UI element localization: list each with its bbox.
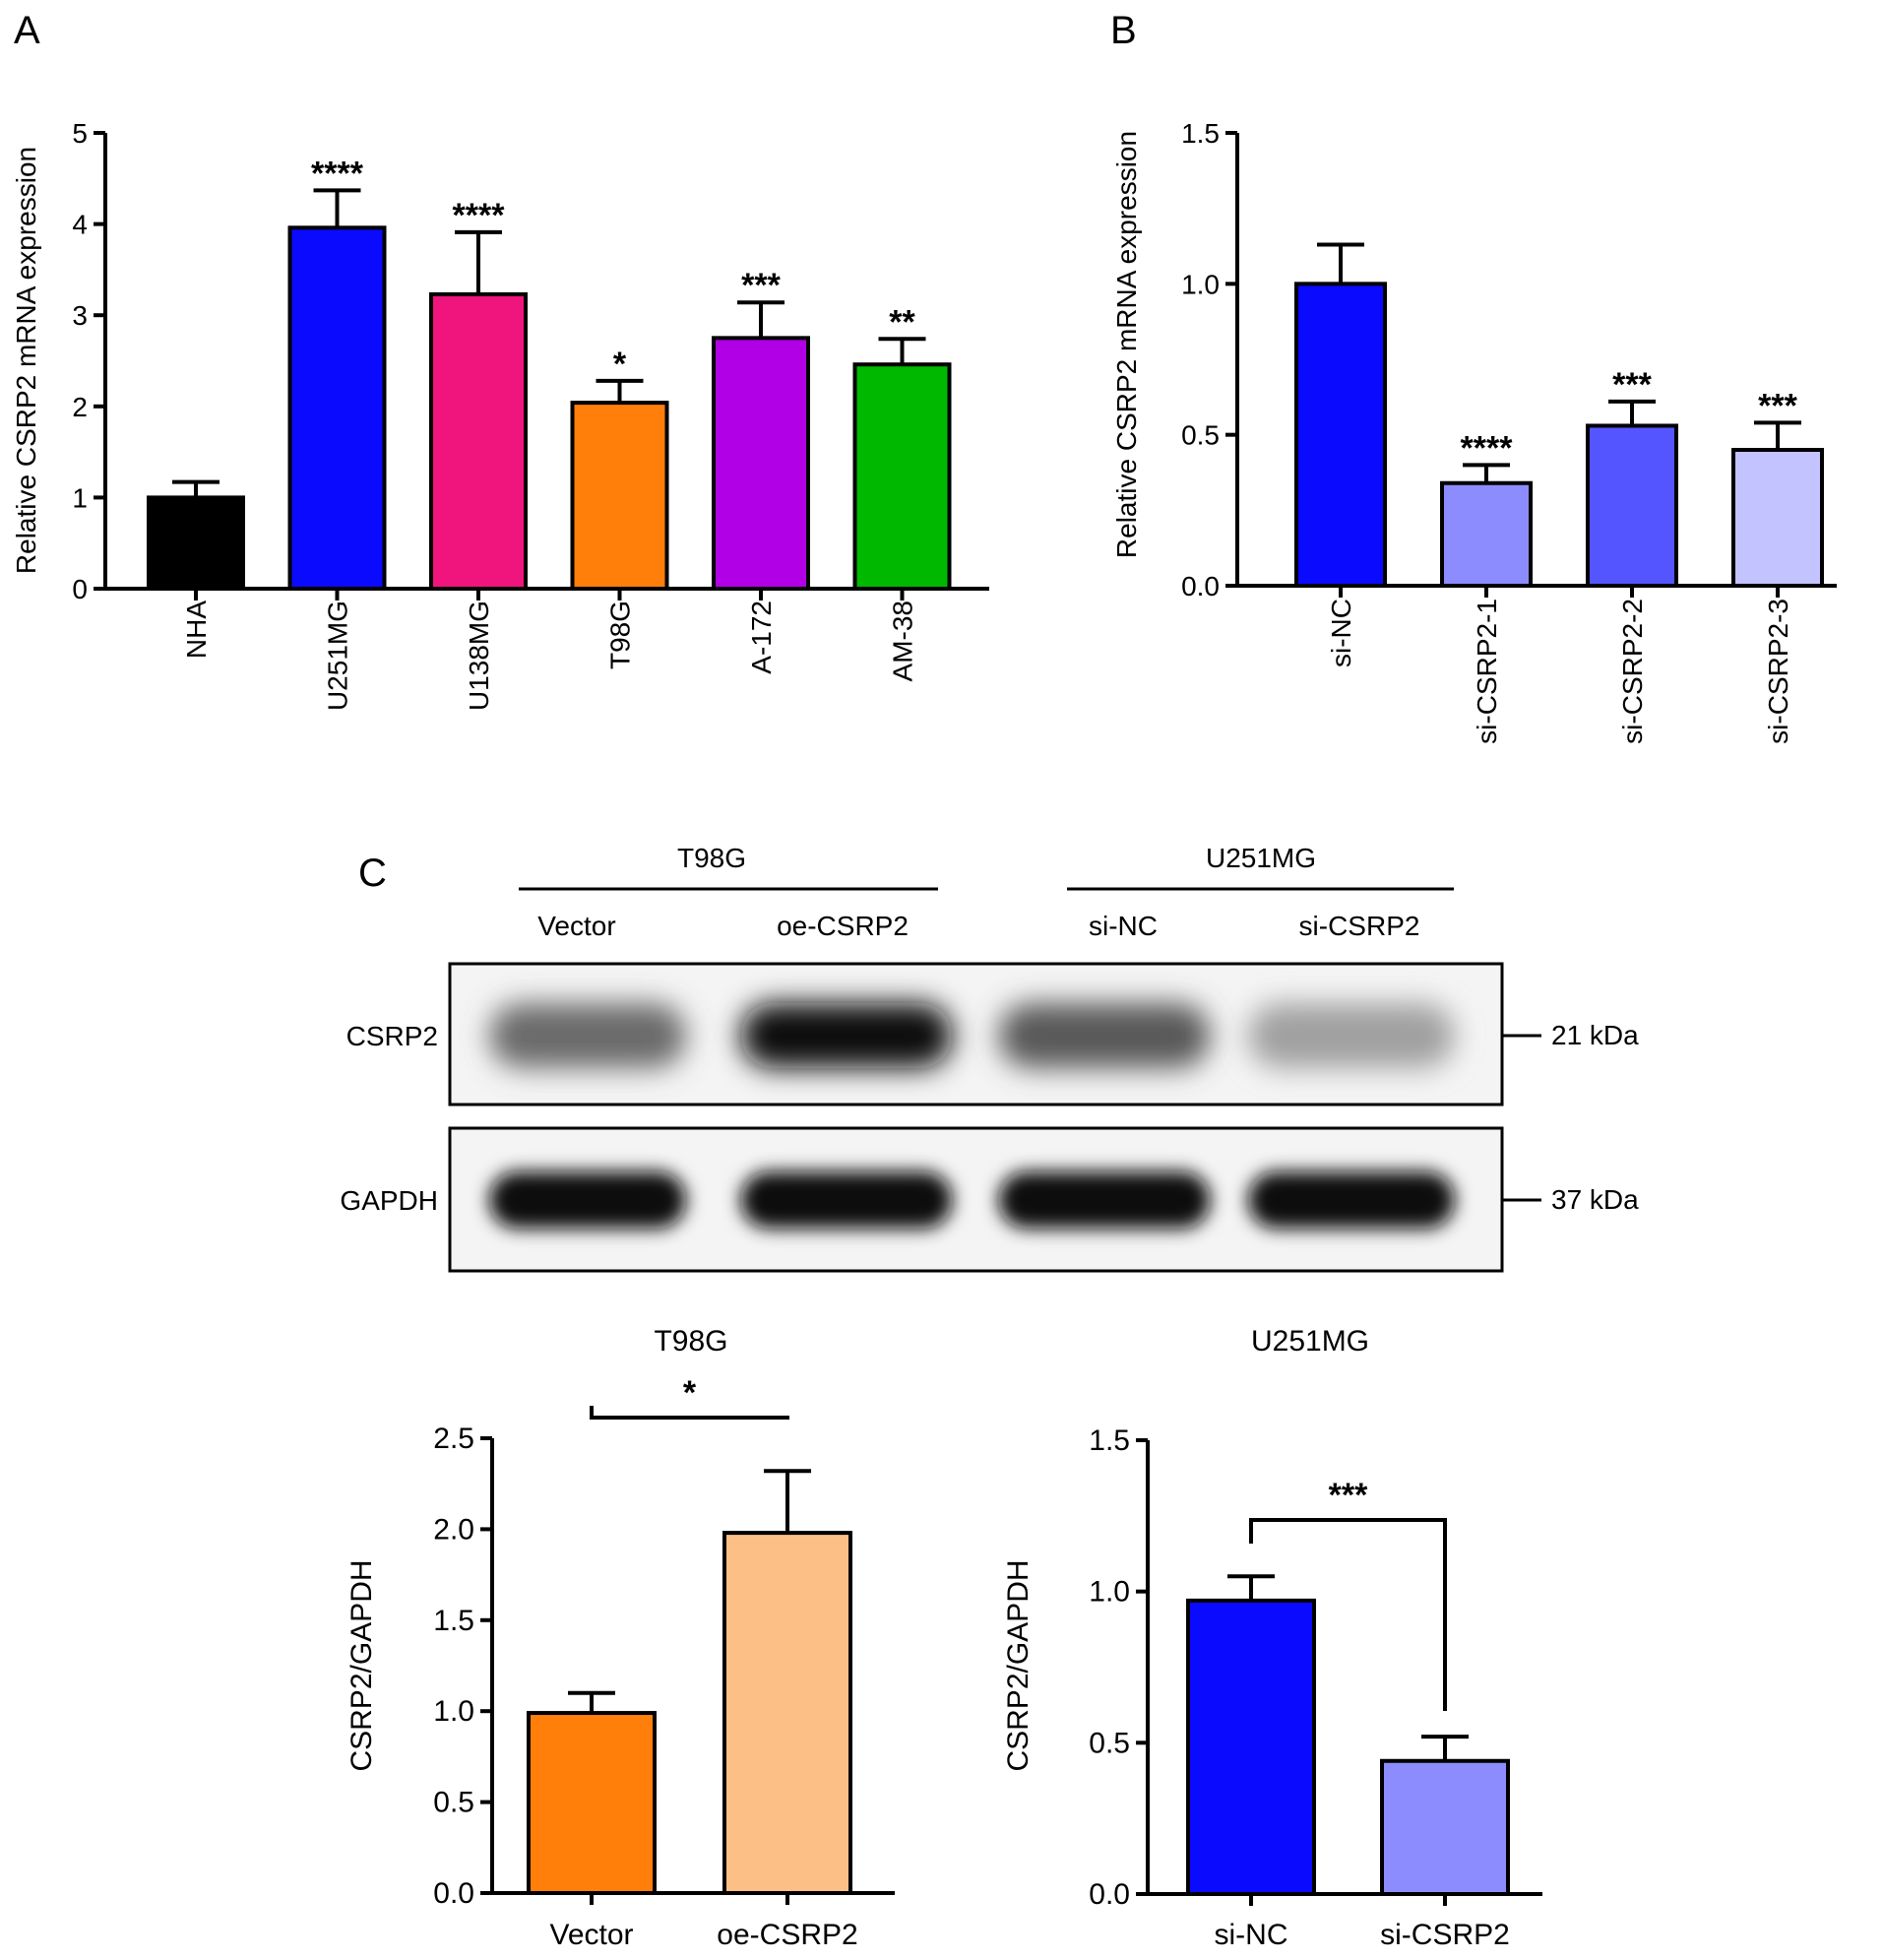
x-tick-label-si-nc: si-NC [1215,1919,1288,1951]
significance-label-si-csrp2-1: **** [1461,429,1514,467]
x-tick-label-u251mg: U251MG [323,601,353,711]
y-tick-label: 1.5 [433,1605,474,1637]
y-axis-label: CSRP2/GAPDH [1002,1559,1035,1771]
blot-lane-label-si-csrp2: si-CSRP2 [1299,911,1420,941]
x-tick-label-si-csrp2-2: si-CSRP2-2 [1617,599,1648,744]
x-tick-label-si-csrp2-3: si-CSRP2-3 [1763,599,1793,744]
y-tick-label: 2.5 [433,1423,474,1455]
significance-label-am-38: ** [889,303,915,341]
y-tick-label: 1.0 [433,1695,474,1728]
bands-csrp2 [489,1003,1455,1068]
x-tick-label-vector: Vector [549,1919,633,1951]
significance-label-a-172: *** [741,267,781,304]
bar-si-csrp2-1 [1440,480,1533,589]
bracket-significance-label: * [683,1374,697,1412]
significance-label-u251mg: **** [311,155,364,192]
marker-label-37kda: 37 kDa [1551,1184,1639,1215]
panel-label-b: B [1110,9,1137,52]
bar-vector [527,1711,657,1895]
chart-c-u251mg: U251MG CSRP2/GAPDH 0.0 0.5 1.0 1.5 si-NC si-CSR… [1002,1325,1542,1951]
band-gapdh-oe-csrp2 [740,1171,953,1229]
blot-lane-label-oe-csrp2: oe-CSRP2 [777,911,909,941]
y-tick-label: 0 [72,574,88,604]
significance-label-t98g: * [613,346,627,383]
chart-b: Relative CSRP2 mRNA expression 0.0 0.5 1.0 1… [1111,118,1837,744]
band-gapdh-si-csrp2 [1248,1171,1455,1229]
bar-am-38 [852,362,952,592]
x-tick-label-oe-csrp2: oe-CSRP2 [717,1919,857,1951]
x-tick-label-t98g: T98G [605,601,636,669]
bar-a-172 [712,336,810,591]
bar-nha [147,495,245,591]
band-csrp2-oe-csrp2 [740,1003,953,1068]
y-axis-label: Relative CSRP2 mRNA expression [1111,131,1142,558]
y-tick-label: 2.0 [433,1513,474,1546]
y-tick-label: 1.0 [1089,1576,1130,1609]
bar-u138mg [429,291,528,591]
y-tick-label: 0.5 [433,1787,474,1819]
bar-si-csrp2-3 [1731,448,1824,588]
band-csrp2-vector [489,1003,686,1068]
y-tick-label: 0.0 [1181,571,1220,601]
blot-lane-label-vector: Vector [537,911,615,941]
y-tick-label: 0.5 [1181,420,1220,451]
western-blot: T98G U251MG Vector oe-CSRP2 si-NC si-CSR… [340,843,1639,1273]
blot-row-label-gapdh: GAPDH [340,1185,438,1216]
bar-si-nc [1186,1598,1316,1897]
bar-t98g [570,401,669,592]
bracket-significance-label: *** [1329,1477,1368,1514]
blot-row-label-csrp2: CSRP2 [346,1021,438,1051]
band-gapdh-vector [489,1171,686,1229]
x-tick-label-si-csrp2-1: si-CSRP2-1 [1472,599,1502,744]
bar-si-csrp2 [1380,1758,1510,1896]
y-tick-label: 0.0 [433,1877,474,1910]
y-tick-label: 0.0 [1089,1878,1130,1911]
band-gapdh-si-nc [998,1171,1211,1229]
y-tick-label: 3 [72,300,88,331]
band-csrp2-si-csrp2 [1248,1003,1455,1068]
x-tick-label-nha: NHA [181,601,212,659]
y-tick-label: 0.5 [1089,1727,1130,1759]
significance-label-si-csrp2-2: *** [1612,366,1652,404]
y-tick-label: 1.5 [1089,1424,1130,1457]
y-tick-label: 1.5 [1181,118,1220,149]
x-tick-label-si-csrp2: si-CSRP2 [1380,1919,1510,1951]
chart-a: Relative CSRP2 mRNA expression 0 1 2 3 4 5 NHA U… [11,118,989,711]
y-tick-label: 2 [72,392,88,422]
y-axis-label: Relative CSRP2 mRNA expression [11,147,41,574]
comparison-bracket [1249,1518,1447,1711]
y-axis-label: CSRP2/GAPDH [345,1559,378,1771]
y-tick-label: 1.0 [1181,269,1220,299]
bands-gapdh [489,1171,1455,1229]
x-tick-label-a-172: A-172 [746,601,777,674]
chart-title: U251MG [1251,1325,1369,1358]
blot-lane-label-si-nc: si-NC [1089,911,1158,941]
chart-c-t98g: T98G CSRP2/GAPDH 0.0 0.5 1.0 1.5 2.0 2.5 Vector o… [345,1325,895,1951]
band-csrp2-si-nc [998,1003,1211,1068]
x-tick-label-si-nc: si-NC [1326,599,1356,667]
panel-label-c: C [358,852,387,895]
bar-u251mg [287,225,387,592]
bar-oe-csrp2 [722,1531,852,1895]
blot-group-label-u251mg: U251MG [1206,843,1316,873]
significance-label-u138mg: **** [453,197,506,234]
y-tick-label: 4 [72,210,88,240]
x-tick-label-am-38: AM-38 [888,601,918,681]
comparison-bracket [590,1406,789,1420]
bar-si-csrp2-2 [1586,423,1678,589]
blot-group-label-t98g: T98G [677,843,746,873]
y-tick-label: 1 [72,482,88,513]
x-tick-label-u138mg: U138MG [464,601,494,711]
y-tick-label: 5 [72,118,88,149]
chart-title: T98G [654,1325,727,1358]
marker-label-21kda: 21 kDa [1551,1020,1639,1050]
panel-label-a: A [14,9,40,52]
bar-si-nc [1294,282,1387,588]
significance-label-si-csrp2-3: *** [1758,387,1797,424]
